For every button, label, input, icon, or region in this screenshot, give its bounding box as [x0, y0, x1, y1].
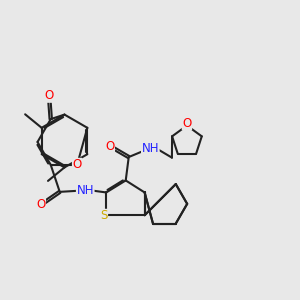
Text: O: O [105, 140, 115, 153]
Text: O: O [73, 158, 82, 171]
Text: O: O [182, 117, 192, 130]
Text: NH: NH [76, 184, 94, 197]
Text: NH: NH [142, 142, 159, 154]
Text: O: O [36, 198, 46, 211]
Text: S: S [100, 209, 107, 222]
Text: O: O [45, 89, 54, 102]
